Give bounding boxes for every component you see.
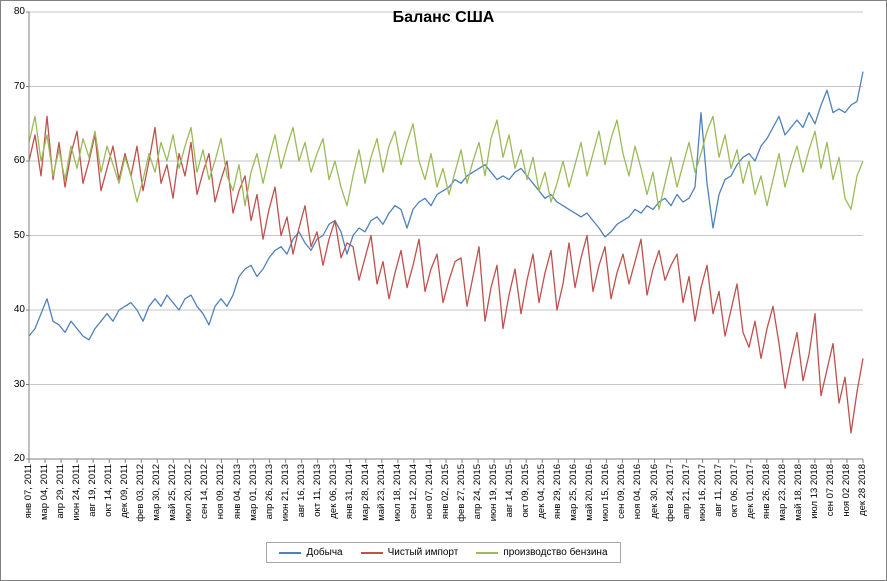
x-axis-label: апр 26, 2013 (263, 464, 275, 520)
x-axis-label: мар 01, 2013 (247, 464, 259, 521)
x-axis-label: окт 14, 2011 (103, 464, 115, 517)
x-axis-label: апр 21, 2017 (680, 464, 692, 520)
x-axis-label: май 20, 2016 (584, 464, 596, 521)
x-axis-label: июн 19, 2015 (488, 464, 500, 522)
x-axis-label: мар 04, 2011 (39, 464, 51, 521)
y-axis-label: 60 (13, 155, 25, 166)
legend-label: Добыча (306, 547, 343, 558)
x-axis-label: ноя 04, 2016 (632, 464, 644, 520)
series-line-2 (28, 115, 864, 434)
x-axis-label: июл 15, 2016 (600, 464, 612, 522)
legend-line-sample (279, 551, 302, 554)
x-axis-label: дек 06, 2013 (327, 464, 339, 519)
x-axis-label: май 23, 2014 (375, 464, 387, 521)
x-axis-label: июн 24, 2011 (71, 464, 83, 521)
x-axis-label: авг 19, 2011 (87, 464, 99, 517)
x-axis-label: фев 27, 2015 (456, 464, 468, 522)
series-line-3 (28, 115, 864, 211)
legend-label: производство бензина (503, 547, 608, 558)
x-axis-label: июл 20, 2012 (183, 464, 195, 522)
series-line-1 (28, 71, 864, 341)
x-axis-label: окт 06, 2017 (728, 464, 740, 518)
x-axis-label: авг 16, 2013 (295, 464, 307, 518)
x-axis-label: дек 09, 2011 (119, 464, 131, 518)
x-axis-label: авг 11, 2017 (712, 464, 724, 517)
x-axis-label: янв 26, 2018 (760, 464, 772, 520)
x-axis-label: ноя 09, 2012 (215, 464, 227, 520)
chart-title: Баланс США (392, 9, 495, 26)
x-axis-label: сен 14, 2012 (199, 464, 211, 519)
x-axis-label: июн 21, 2013 (279, 464, 291, 522)
x-axis-label: апр 24, 2015 (472, 464, 484, 520)
y-axis-label: 30 (13, 378, 25, 390)
x-axis-label: янв 29, 2016 (552, 464, 564, 520)
x-axis-label: дек 30, 2016 (648, 464, 660, 519)
legend-line-sample (476, 551, 499, 554)
x-axis-label: июн 16, 2017 (696, 464, 708, 522)
legend-item: Добыча (279, 547, 343, 558)
x-axis-label: дек 04, 2015 (536, 464, 548, 519)
y-axis-label: 70 (13, 80, 25, 92)
y-axis-label: 80 (13, 6, 25, 17)
legend-line-sample (360, 551, 383, 554)
x-axis-label: мар 28, 2014 (359, 464, 371, 521)
x-axis-label: июл 18, 2014 (391, 464, 403, 522)
x-axis-label: сен 09, 2016 (616, 464, 628, 519)
x-axis-label: мар 30, 2012 (151, 464, 163, 521)
x-axis-label: янв 07, 2011 (23, 464, 34, 519)
x-axis-label: янв 04, 2013 (231, 464, 243, 520)
x-axis-label: дек 28 2018 (857, 464, 868, 516)
x-axis-label: окт 11, 2013 (311, 464, 323, 517)
x-axis-label: июл 13 2018 (808, 464, 820, 519)
x-axis-label: сен 07 2018 (824, 464, 836, 517)
x-axis-label: фев 24, 2017 (664, 464, 676, 522)
y-axis-label: 40 (13, 304, 25, 315)
legend-item: производство бензина (476, 547, 608, 558)
x-axis-label: мар 23, 2018 (776, 464, 788, 521)
x-axis-label: ноя 02 2018 (840, 464, 852, 517)
x-axis-label: янв 02, 2015 (440, 464, 451, 520)
x-axis-label: май 18, 2018 (792, 464, 804, 521)
x-axis-label: мар 25, 2016 (568, 464, 580, 521)
x-axis-label: дек 01, 2017 (744, 464, 756, 519)
x-axis-label: май 25, 2012 (167, 464, 179, 521)
x-axis-label: ноя 07, 2014 (423, 464, 435, 520)
legend-item: Чистый импорт (360, 547, 459, 558)
x-axis-label: фев 03, 2012 (135, 464, 147, 522)
legend: Добыча Чистый импорт производство бензина (1, 542, 886, 563)
legend-label: Чистый импорт (387, 547, 459, 558)
x-axis-label: янв 31, 2014 (343, 464, 355, 520)
x-axis-label: авг 14, 2015 (504, 464, 516, 518)
x-axis-label: апр 29, 2011 (55, 464, 67, 519)
legend-box: Добыча Чистый импорт производство бензина (266, 542, 621, 563)
x-axis-label: окт 09, 2015 (520, 464, 532, 518)
x-axis-label: сен 12, 2014 (407, 464, 419, 519)
y-axis-label: 50 (13, 229, 25, 241)
y-axis-label: 20 (13, 453, 25, 464)
